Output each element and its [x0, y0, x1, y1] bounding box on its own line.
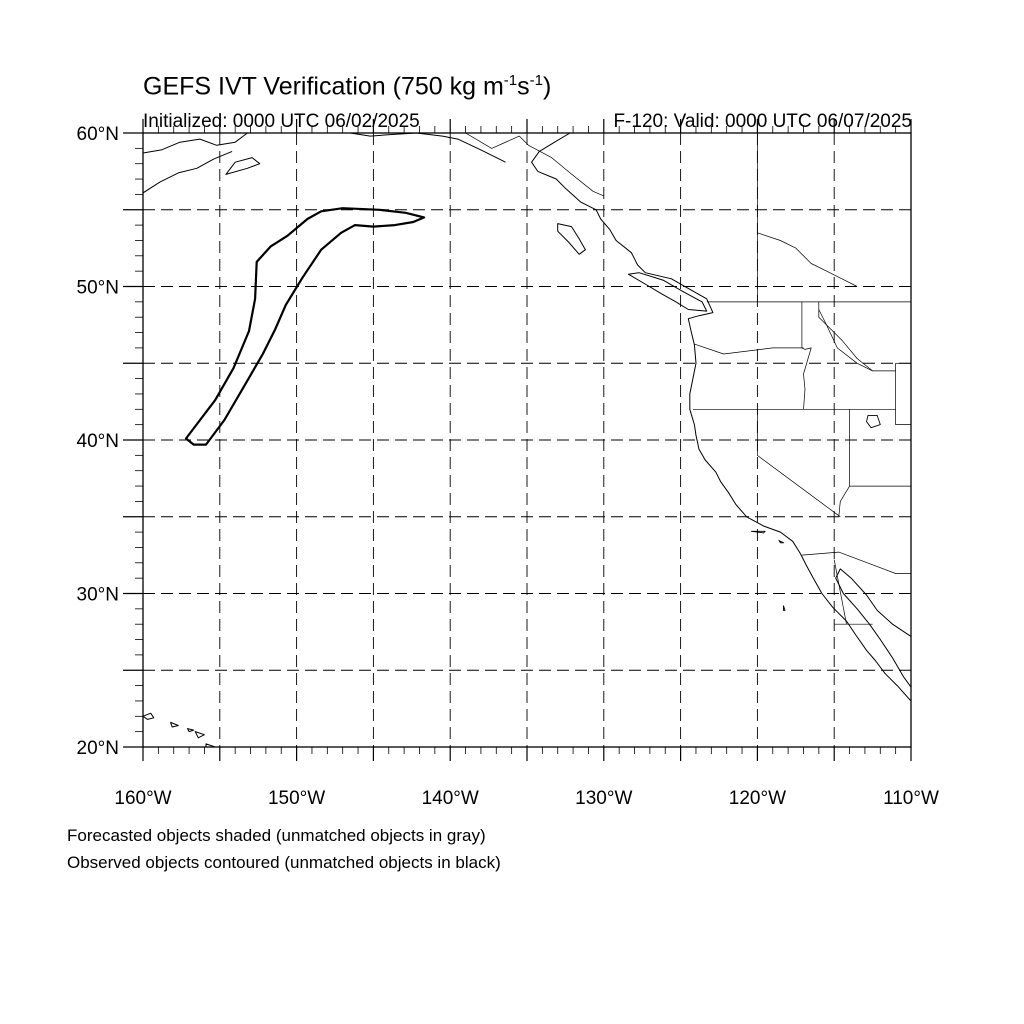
- coast-fragment: [910, 137, 911, 138]
- observed-ivt-object-contour: [184, 207, 426, 446]
- political-border: [465, 133, 604, 197]
- lon-label: 150°W: [268, 788, 325, 809]
- great-salt-lake: [866, 414, 881, 429]
- chart-title: GEFS IVT Verification (750 kg m-1s-1): [143, 72, 551, 101]
- graticule: [143, 133, 911, 747]
- haida-gwaii: [557, 223, 586, 255]
- title-exponent-2: -1: [529, 72, 543, 89]
- gulf-of-alaska-coast: [350, 133, 506, 163]
- map-frame: [142, 132, 912, 748]
- channel-island: [778, 540, 784, 544]
- lat-label: 40°N: [77, 431, 119, 452]
- coastline: [531, 133, 911, 702]
- interior-line: [818, 309, 873, 372]
- lon-label: 160°W: [114, 788, 171, 809]
- title-s: s: [517, 72, 530, 101]
- geography: [143, 133, 911, 747]
- ivt-objects: [184, 207, 426, 446]
- lat-label: 50°N: [77, 278, 119, 299]
- political-border: [694, 343, 804, 355]
- lon-label: 120°W: [729, 788, 786, 809]
- lat-label: 60°N: [77, 124, 119, 145]
- political-border: [838, 409, 850, 517]
- hawaii-island: [187, 728, 195, 733]
- channel-island: [750, 530, 766, 534]
- kodiak-island: [225, 157, 261, 175]
- guadalupe-island: [783, 605, 786, 611]
- hawaii-island: [170, 721, 179, 728]
- hawaii-island: [143, 712, 155, 720]
- alaska-coast: [143, 133, 248, 154]
- political-border: [801, 301, 812, 410]
- lat-label: 30°N: [77, 585, 119, 606]
- lon-label: 140°W: [422, 788, 479, 809]
- axis-labels: 20°N 30°N 40°N 50°N 60°N 160°W 150°W 140°W 130°W…: [77, 124, 939, 809]
- political-border: [757, 409, 841, 518]
- title-end: ): [542, 72, 552, 101]
- initialized-time: Initialized: 0000 UTC 06/02/2025: [143, 111, 420, 132]
- lon-label: 110°W: [883, 788, 939, 809]
- title-exponent-1: -1: [503, 72, 518, 89]
- vancouver-island: [627, 272, 708, 312]
- gulf-of-california-coast: [835, 568, 911, 688]
- lat-label: 20°N: [77, 738, 119, 759]
- interior-line: [757, 232, 858, 287]
- valid-time: F-120: Valid: 0000 UTC 06/07/2025: [613, 111, 912, 132]
- legend-note-observed: Observed objects contoured (unmatched ob…: [67, 853, 501, 872]
- alaska-peninsula: [143, 150, 233, 194]
- minor-ticks: [123, 119, 912, 761]
- title-main: GEFS IVT Verification (750 kg m: [143, 72, 504, 101]
- lon-label: 130°W: [575, 788, 632, 809]
- political-border: [818, 301, 896, 372]
- political-border: [801, 551, 911, 574]
- political-border: [833, 559, 847, 625]
- legend-note-forecast: Forecasted objects shaded (unmatched obj…: [67, 826, 486, 845]
- hawaii-island: [194, 731, 205, 739]
- political-border: [895, 363, 911, 425]
